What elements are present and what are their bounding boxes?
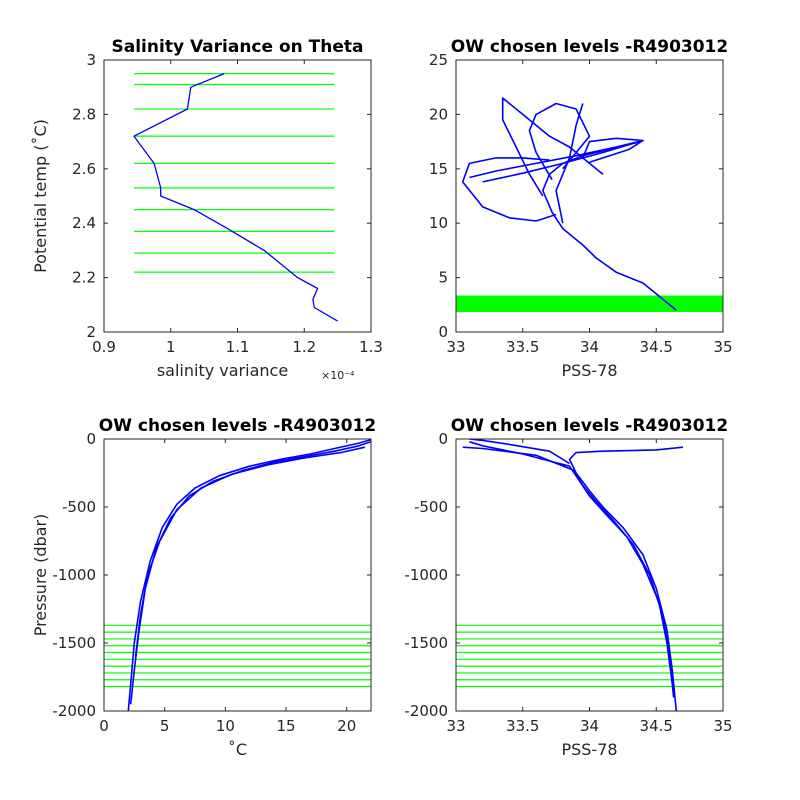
x-tick-label: 35	[713, 338, 732, 356]
x-tick-label: 0.9	[92, 338, 116, 356]
x-tick-label: 35	[713, 717, 732, 735]
profile-line	[501, 97, 584, 197]
x-tick-label: 15	[276, 717, 295, 735]
profile-line	[134, 446, 366, 657]
profile-line	[541, 140, 677, 311]
profile-line	[581, 137, 644, 175]
y-tick-label: 15	[429, 160, 448, 178]
profile-line	[568, 446, 684, 711]
axes-box	[455, 59, 724, 333]
x-tick-label: 33.5	[506, 338, 539, 356]
chart-title: OW chosen levels -R4903012	[451, 37, 728, 57]
x-tick-label: 34	[580, 717, 599, 735]
y-tick-label: 25	[429, 51, 448, 69]
y-tick-label: 2.6	[72, 160, 96, 178]
chart-title: OW chosen levels -R4903012	[451, 416, 728, 436]
x-tick-label: 1.2	[292, 338, 316, 356]
y-tick-label: 3	[86, 51, 96, 69]
profile-line	[469, 440, 674, 684]
chart-title: Salinity Variance on Theta	[112, 37, 364, 57]
x-tick-label: 1	[166, 338, 176, 356]
y-tick-label: 2	[86, 323, 96, 341]
y-tick-label: 0	[86, 430, 96, 448]
profile-line	[462, 446, 675, 698]
y-axis-label: Pressure (dbar)	[31, 514, 50, 637]
profile-line	[469, 439, 570, 465]
y-tick-label: 10	[429, 214, 448, 232]
y-tick-label: -2000	[404, 702, 448, 720]
y-tick-label: -1500	[52, 634, 96, 652]
profile-line	[555, 103, 584, 224]
y-tick-label: -1000	[52, 566, 96, 584]
x-tick-label: 34.5	[640, 717, 673, 735]
x-tick-label: 10	[216, 717, 235, 735]
x-exponent-label: ×10⁻⁴	[321, 369, 355, 382]
profile-line	[528, 102, 591, 181]
y-tick-label: 20	[429, 105, 448, 123]
x-tick-label: 33.5	[506, 717, 539, 735]
y-tick-label: 0	[438, 323, 448, 341]
plot-area	[104, 439, 371, 711]
x-tick-label: 1.1	[226, 338, 250, 356]
y-tick-label: 2.8	[72, 105, 96, 123]
y-axis-label: Potential temp (˚C)	[31, 119, 50, 273]
y-tick-label: 2.2	[72, 269, 96, 287]
x-axis-label: salinity variance	[157, 361, 288, 380]
axes-box	[103, 438, 372, 712]
axes-box	[455, 438, 724, 712]
profile-line	[133, 72, 338, 322]
y-tick-label: -500	[62, 498, 96, 516]
profile-line	[469, 139, 644, 183]
x-tick-label: 0	[99, 717, 109, 735]
plot-area	[456, 439, 723, 711]
salinity-pressure-panel: 33 33.5 34 34.5 35 -2000 -1500 -1000 -500 0OW cho…	[404, 416, 732, 759]
chart-title: OW chosen levels -R4903012	[99, 416, 376, 436]
x-tick-label: 5	[160, 717, 170, 735]
y-tick-label: 2.4	[72, 214, 96, 232]
x-axis-label: PSS-78	[561, 361, 617, 380]
x-tick-label: 20	[337, 717, 356, 735]
profile-line	[461, 157, 557, 222]
x-tick-label: 33	[446, 717, 465, 735]
y-tick-label: -500	[414, 498, 448, 516]
x-tick-label: 34.5	[640, 338, 673, 356]
x-tick-label: 34	[580, 338, 599, 356]
plot-area	[456, 97, 723, 312]
y-tick-label: -2000	[52, 702, 96, 720]
x-tick-label: 33	[446, 338, 465, 356]
y-tick-label: 5	[438, 269, 448, 287]
y-tick-label: -1000	[404, 566, 448, 584]
x-axis-label: ˚C	[228, 740, 247, 759]
y-tick-label: -1500	[404, 634, 448, 652]
profile-line	[129, 440, 371, 705]
x-axis-label: PSS-78	[561, 740, 617, 759]
salinity-variance-panel: 0.9 1 1.1 1.2 1.3 2 2.2 2.4 2.6 2.8 3 Salinity Vari…	[31, 37, 383, 382]
axes-box	[103, 59, 372, 333]
profile-line	[127, 439, 371, 711]
plot-area	[133, 72, 338, 322]
x-tick-label: 1.3	[359, 338, 383, 356]
y-tick-label: 0	[438, 430, 448, 448]
